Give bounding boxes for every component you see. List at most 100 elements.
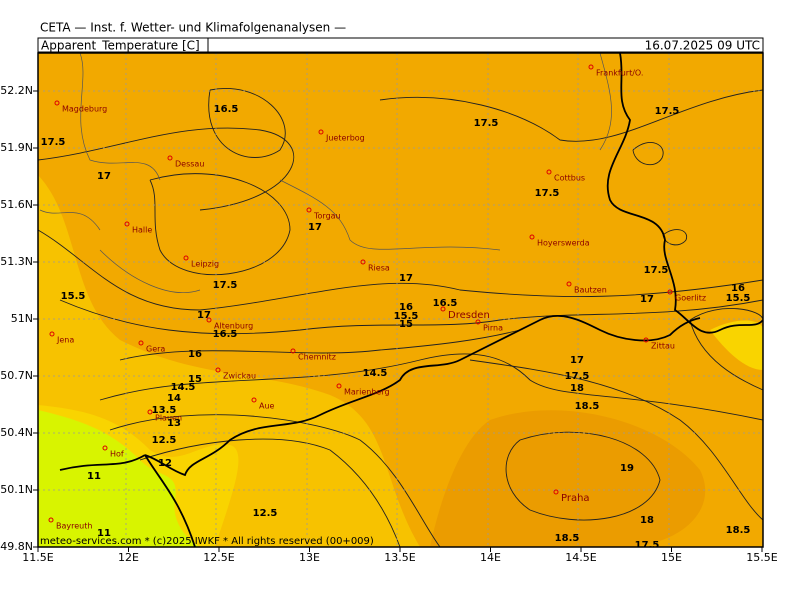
contour-label: 17 — [97, 171, 111, 182]
field-east-yellow — [710, 320, 763, 370]
contour — [632, 142, 664, 166]
contour-label: 17.5 — [635, 540, 660, 551]
contour — [119, 329, 521, 361]
contour — [208, 88, 286, 158]
lon-tick-label: 12E — [118, 551, 139, 564]
city-marker — [54, 100, 60, 106]
header-title: CETA — Inst. f. Wetter- und Klimafolgena… — [40, 21, 346, 35]
contour-label: 13 — [167, 418, 181, 429]
city-marker — [167, 155, 173, 161]
city-label: Gera — [146, 345, 165, 354]
contour-label: 16 — [188, 349, 202, 360]
city-label: Jena — [56, 336, 74, 345]
contour — [38, 127, 295, 211]
city-marker — [215, 367, 221, 373]
city-label: Aue — [259, 402, 275, 411]
map-area: Magdeburg Dessau Jueterbog Frankfurt/O. Cott… — [38, 53, 763, 551]
city-marker — [206, 317, 212, 323]
contour-label: 12.5 — [253, 508, 278, 519]
contour-label: 15.5 — [61, 291, 86, 302]
contour-label: 15.5 — [726, 293, 751, 304]
contour-label: 16.5 — [213, 329, 238, 340]
lon-tick-label: 13E — [299, 551, 320, 564]
city-label: Altenburg — [214, 322, 253, 331]
city-marker — [336, 383, 342, 389]
contour — [689, 308, 763, 391]
city-marker — [318, 129, 324, 135]
contour-label: 11 — [97, 528, 111, 539]
lon-tick-label: 15.5E — [746, 551, 777, 564]
city-label: Dresden — [448, 310, 490, 321]
lat-axis: 52.2N 51.9N 51.6N 51.3N 51N 50.7N 50.4N 50.1N 49… — [0, 84, 38, 553]
city-marker — [643, 337, 649, 343]
city-label: Riesa — [368, 264, 390, 273]
lon-tick-label: 11.5E — [22, 551, 53, 564]
contour — [139, 438, 401, 547]
contour — [149, 173, 291, 276]
city-marker — [529, 234, 535, 240]
contour-label: 18.5 — [555, 533, 580, 544]
contour — [505, 431, 661, 521]
contour-label: 16.5 — [433, 298, 458, 309]
contour-label: 15 — [188, 374, 202, 385]
contour — [99, 353, 763, 421]
lat-tick-label: 52.2N — [0, 84, 33, 97]
city-label: Cottbus — [554, 174, 585, 183]
contour-label: 13.5 — [152, 405, 177, 416]
lat-tick-label: 50.7N — [0, 369, 33, 382]
cities: Magdeburg Dessau Jueterbog Frankfurt/O. Cott… — [48, 64, 706, 531]
city-label: Leipzig — [191, 260, 219, 269]
lat-tick-label: 51.6N — [0, 198, 33, 211]
city-marker — [138, 340, 144, 346]
city-marker — [360, 259, 366, 265]
contour-label: 19 — [620, 463, 634, 474]
contour — [59, 299, 763, 335]
contour-label: 17 — [570, 355, 584, 366]
city-marker — [49, 331, 55, 337]
lat-tick-label: 50.1N — [0, 483, 33, 496]
city-marker — [667, 289, 673, 295]
city-label: Magdeburg — [62, 105, 107, 114]
city-label: Jueterbog — [325, 134, 365, 143]
contour-label: 15 — [399, 319, 413, 330]
lat-tick-label: 49.8N — [0, 540, 33, 553]
city-marker — [290, 348, 296, 354]
contour-label: 17.5 — [565, 371, 590, 382]
contour-label: 12 — [158, 458, 172, 469]
contour — [662, 229, 688, 246]
lat-tick-label: 51.3N — [0, 255, 33, 268]
city-marker — [588, 64, 594, 70]
contour — [38, 229, 763, 311]
contour — [109, 414, 441, 547]
contour-label: 14.5 — [171, 382, 196, 393]
city-label: Frankfurt/O. — [596, 69, 643, 78]
contour-label: 17.5 — [41, 137, 66, 148]
contour-label: 18 — [640, 515, 654, 526]
regional-borders — [39, 53, 612, 293]
contour-label: 14 — [167, 393, 181, 404]
border-de-cz — [144, 315, 701, 477]
contour-label: 11 — [87, 471, 101, 482]
contour-label: 17 — [399, 273, 413, 284]
city-label: Dessau — [175, 160, 204, 169]
grid — [38, 53, 763, 547]
city-label: Halle — [132, 226, 152, 235]
lat-tick-label: 50.4N — [0, 426, 33, 439]
contour-labels: 16.5 17.5 17 17.5 17.5 17.5 17 17.5 15.5 17 17.5 17… — [41, 104, 751, 551]
city-label: Zwickau — [223, 372, 256, 381]
city-marker — [48, 517, 54, 523]
city-marker — [306, 207, 312, 213]
contour-label: 18.5 — [726, 525, 751, 536]
lon-tick-label: 12.5E — [203, 551, 234, 564]
product-box — [37, 37, 209, 53]
contour-label: 16 — [399, 302, 413, 313]
city-label: Chemnitz — [298, 353, 336, 362]
contour — [379, 89, 763, 142]
lon-tick-label: 13.5E — [384, 551, 415, 564]
city-label: Marienberg — [344, 388, 390, 397]
contour-label: 17.5 — [474, 118, 499, 129]
product-label: Apparent_Temperature [C] — [41, 39, 200, 53]
city-label: Bautzen — [574, 286, 607, 295]
contour-label: 17.5 — [535, 188, 560, 199]
city-marker — [546, 169, 552, 175]
